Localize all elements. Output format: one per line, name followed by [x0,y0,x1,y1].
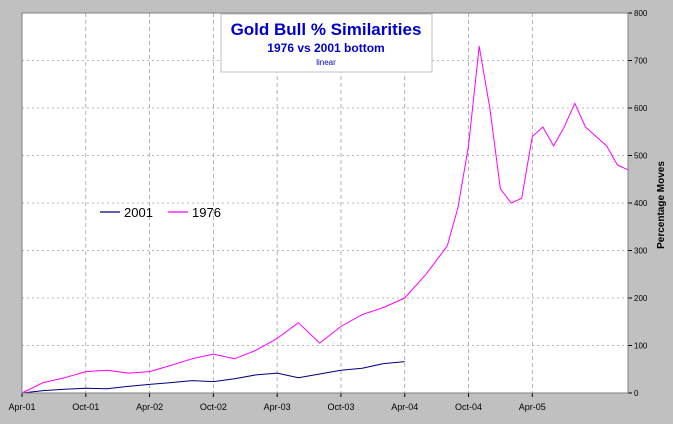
legend-label-1976: 1976 [192,205,221,220]
y-tick-label: 300 [634,247,648,256]
series-layer [21,45,629,394]
x-tick-label: Apr-04 [391,402,418,412]
series-line-2001 [21,361,405,394]
y-tick-label: 400 [634,199,648,208]
x-tick-label: Apr-05 [519,402,546,412]
x-axis: Apr-01 Oct-01 Apr-02 Oct-02 Apr-03 Oct-03 Apr-… [8,393,546,412]
legend: 2001 1976 [100,205,221,220]
grid [22,13,628,393]
chart-subtitle: 1976 vs 2001 bottom [267,41,384,55]
y-tick-label: 800 [634,9,648,18]
x-tick-label: Apr-01 [8,402,35,412]
y-axis-label: Percentage Moves [656,161,667,249]
x-tick-label: Apr-03 [264,402,291,412]
x-tick-label: Oct-03 [327,402,354,412]
y-tick-label: 200 [634,294,648,303]
legend-label-2001: 2001 [124,205,153,220]
y-tick-label: 600 [634,104,648,113]
x-tick-label: Apr-02 [136,402,163,412]
y-tick-label: 500 [634,152,648,161]
y-tick-label: 100 [634,342,648,351]
y-tick-label: 700 [634,57,648,66]
series-line-1976 [21,45,629,394]
x-tick-label: Oct-02 [200,402,227,412]
plot-border [21,12,629,394]
title-box: Gold Bull % Similarities 1976 vs 2001 bo… [220,13,433,73]
y-axis: 0 100 200 300 400 500 600 700 800 [628,9,648,398]
chart-title: Gold Bull % Similarities [231,20,422,39]
x-tick-label: Oct-01 [72,402,99,412]
y-tick-label: 0 [634,389,639,398]
scale-note: linear [316,58,336,67]
x-tick-label: Oct-04 [455,402,482,412]
